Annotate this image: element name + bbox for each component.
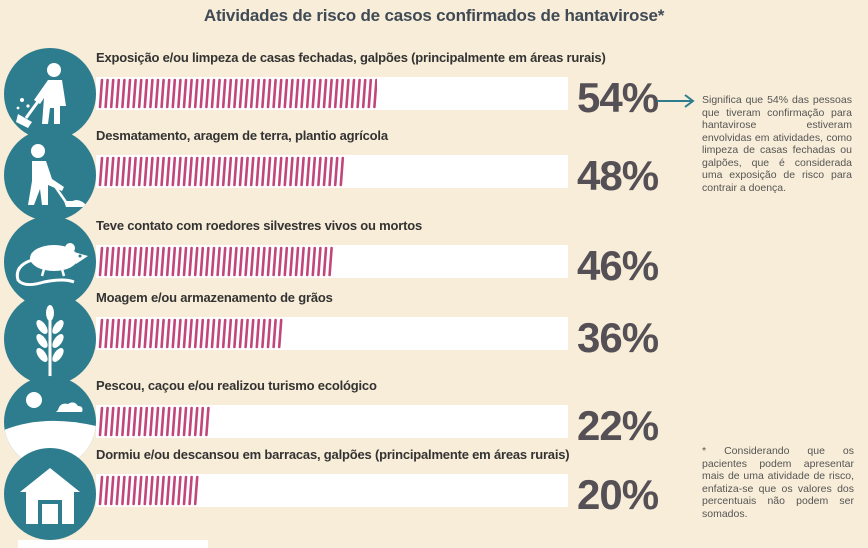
barn-icon xyxy=(20,468,80,524)
bar-track xyxy=(96,317,568,350)
category-label: Pescou, caçou e/ou realizou turismo ecol… xyxy=(96,378,377,393)
bar xyxy=(98,78,377,109)
farmer-hoe-icon xyxy=(28,144,88,207)
bar xyxy=(98,406,210,437)
rodent-icon xyxy=(15,243,88,287)
footnote-marker: * xyxy=(702,445,707,457)
arrow-icon xyxy=(657,94,695,108)
category-label: Exposição e/ou limpeza de casas fechadas… xyxy=(96,50,606,65)
bar-track xyxy=(96,77,568,110)
bar-track xyxy=(96,155,568,188)
bar-track xyxy=(96,474,568,507)
category-label: Moagem e/ou armazenamento de grãos xyxy=(96,290,333,305)
footnote-text: Considerando que os pacientes podem apre… xyxy=(702,445,855,520)
footer-box xyxy=(18,540,208,548)
value-label: 54% xyxy=(577,74,659,121)
bar xyxy=(98,475,199,506)
value-label: 22% xyxy=(577,402,659,449)
wheat-icon xyxy=(36,305,64,377)
bar xyxy=(98,318,283,349)
activity-icon-circle xyxy=(4,448,96,540)
cleaning-person-icon xyxy=(16,63,66,128)
value-label: 48% xyxy=(577,152,659,199)
chart-title: Atividades de risco de casos confirmados… xyxy=(203,6,665,25)
activity-icon-circle xyxy=(4,48,96,140)
bar-track xyxy=(96,405,568,438)
bar xyxy=(98,156,345,187)
category-label: Dormiu e/ou descansou em barracas, galpõ… xyxy=(96,447,570,462)
category-label: Teve contato com roedores silvestres viv… xyxy=(96,218,423,233)
category-label: Desmatamento, aragem de terra, plantio a… xyxy=(96,128,388,143)
bar-track xyxy=(96,245,568,278)
bar xyxy=(98,246,333,277)
value-label: 46% xyxy=(577,242,659,289)
value-label: 36% xyxy=(577,314,659,361)
footnote: * Considerando que os pacientes podem ap… xyxy=(702,445,854,520)
value-label: 20% xyxy=(577,471,659,518)
activity-icon-circle xyxy=(4,129,96,221)
activity-icon-circle xyxy=(4,216,96,308)
activity-icon-circle xyxy=(4,293,96,385)
explanation-note: Significa que 54% das pessoas que tivera… xyxy=(702,94,852,194)
